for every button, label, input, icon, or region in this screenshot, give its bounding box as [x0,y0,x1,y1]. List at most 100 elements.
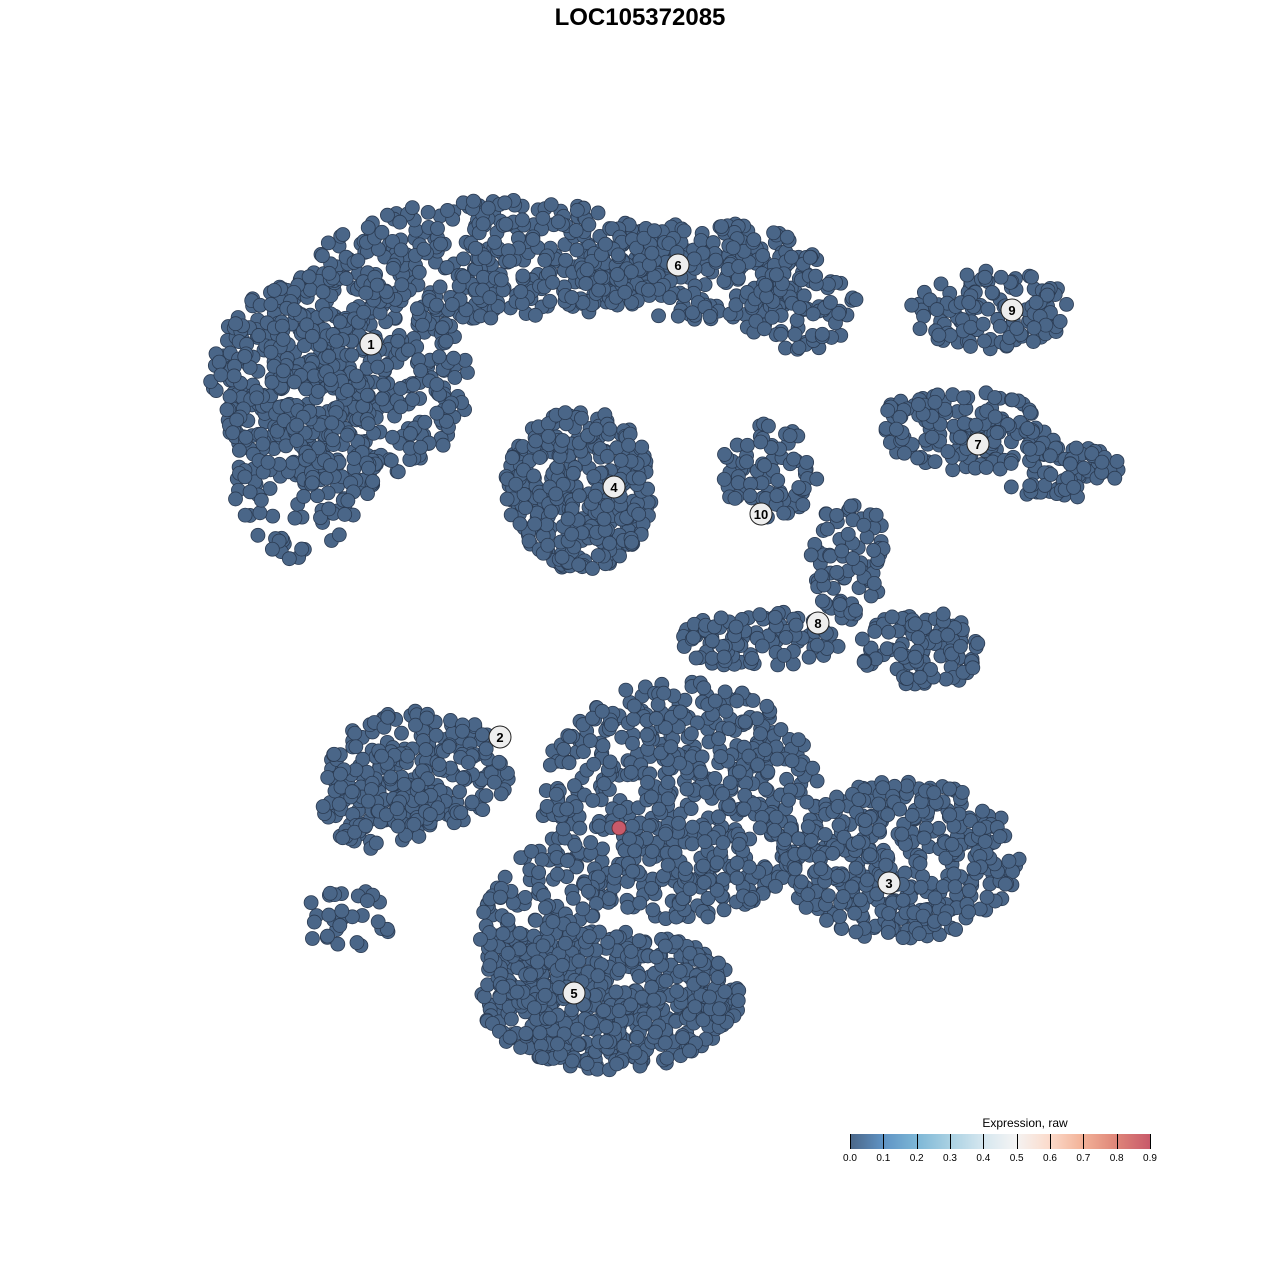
cell-point [598,236,613,252]
cell-point [742,488,758,503]
cell-point [1024,269,1039,285]
cell-point [913,879,929,895]
cell-point [834,921,850,936]
cell-point [641,818,657,834]
cell-point [344,784,360,800]
cell-point [776,505,792,521]
svg-text:7: 7 [974,437,981,452]
cell-point [540,537,556,553]
cell-point [697,834,713,850]
cell-point [548,486,564,502]
cell-point [530,954,545,970]
cell-point [609,1056,625,1072]
cell-point [963,339,978,354]
cell-point [651,308,666,324]
cell-point [740,437,755,453]
cell-point [832,909,848,924]
cell-point [942,807,958,823]
cell-point [321,501,337,517]
cell-point [581,217,597,233]
cell-point [550,1036,565,1052]
cell-point [896,445,912,461]
cell-point [776,647,792,663]
cell-point [559,801,575,817]
cell-point [590,548,606,563]
cell-point [613,452,629,468]
cell-point [582,733,598,749]
cell-point [318,470,334,486]
cell-point [746,232,762,248]
cell-point [504,450,520,466]
cell-point [213,367,229,383]
cell-point [648,711,664,726]
cell-point [429,405,445,421]
cell-point [585,793,601,808]
cluster-label-10: 10 [749,502,773,526]
cell-point [1107,470,1123,486]
cell-point [910,630,926,646]
cell-point [961,904,976,920]
cell-point [550,214,566,230]
cell-point [289,433,305,448]
cell-point [623,764,639,780]
cell-point [679,781,695,797]
cell-point [440,203,455,218]
cell-point [502,253,518,269]
cell-point [977,834,993,849]
cell-point [263,297,279,312]
cell-point [554,957,570,973]
cell-point [583,1014,599,1030]
cell-point [773,326,789,342]
cell-point [349,935,365,950]
cell-point [687,999,703,1015]
cell-point [954,784,970,800]
svg-text:2: 2 [496,730,503,745]
cell-point [413,363,428,378]
cell-point [455,770,471,786]
cell-point [660,775,676,790]
cell-point [568,223,584,238]
cell-point [737,714,753,730]
svg-text:9: 9 [1008,303,1015,318]
cell-point [704,633,720,649]
cell-point [791,480,807,495]
cell-point [447,370,463,385]
cell-point [416,241,432,257]
cell-point [289,417,305,433]
cell-point [756,321,772,337]
cell-point [528,433,544,449]
cell-point [571,953,587,969]
cell-point [495,926,511,942]
cell-point [555,821,571,837]
cell-point [369,277,385,293]
expressing-cell-point [611,820,627,836]
cell-point [575,901,591,917]
cell-point [331,796,347,812]
cell-point [541,428,556,444]
cell-point [464,794,480,810]
cell-point [926,785,942,801]
cell-point [226,368,242,384]
svg-text:8: 8 [814,616,821,631]
cell-point [672,704,688,720]
cell-point [799,454,815,470]
colorbar-tick [916,1134,918,1149]
cell-point [396,777,412,792]
cell-point [611,962,627,978]
cell-point [608,984,624,1000]
cell-point [867,624,883,639]
cell-point [331,527,347,543]
cell-point [644,245,660,261]
cell-point [332,918,348,933]
cell-point [803,833,819,848]
cell-point [444,297,460,312]
cell-point [1043,467,1059,482]
cell-point [554,549,570,565]
cell-point [821,888,836,904]
cell-point [561,755,577,771]
cell-point [729,693,745,709]
cell-point [777,832,793,847]
cell-point [757,742,773,758]
cell-point [993,269,1009,285]
